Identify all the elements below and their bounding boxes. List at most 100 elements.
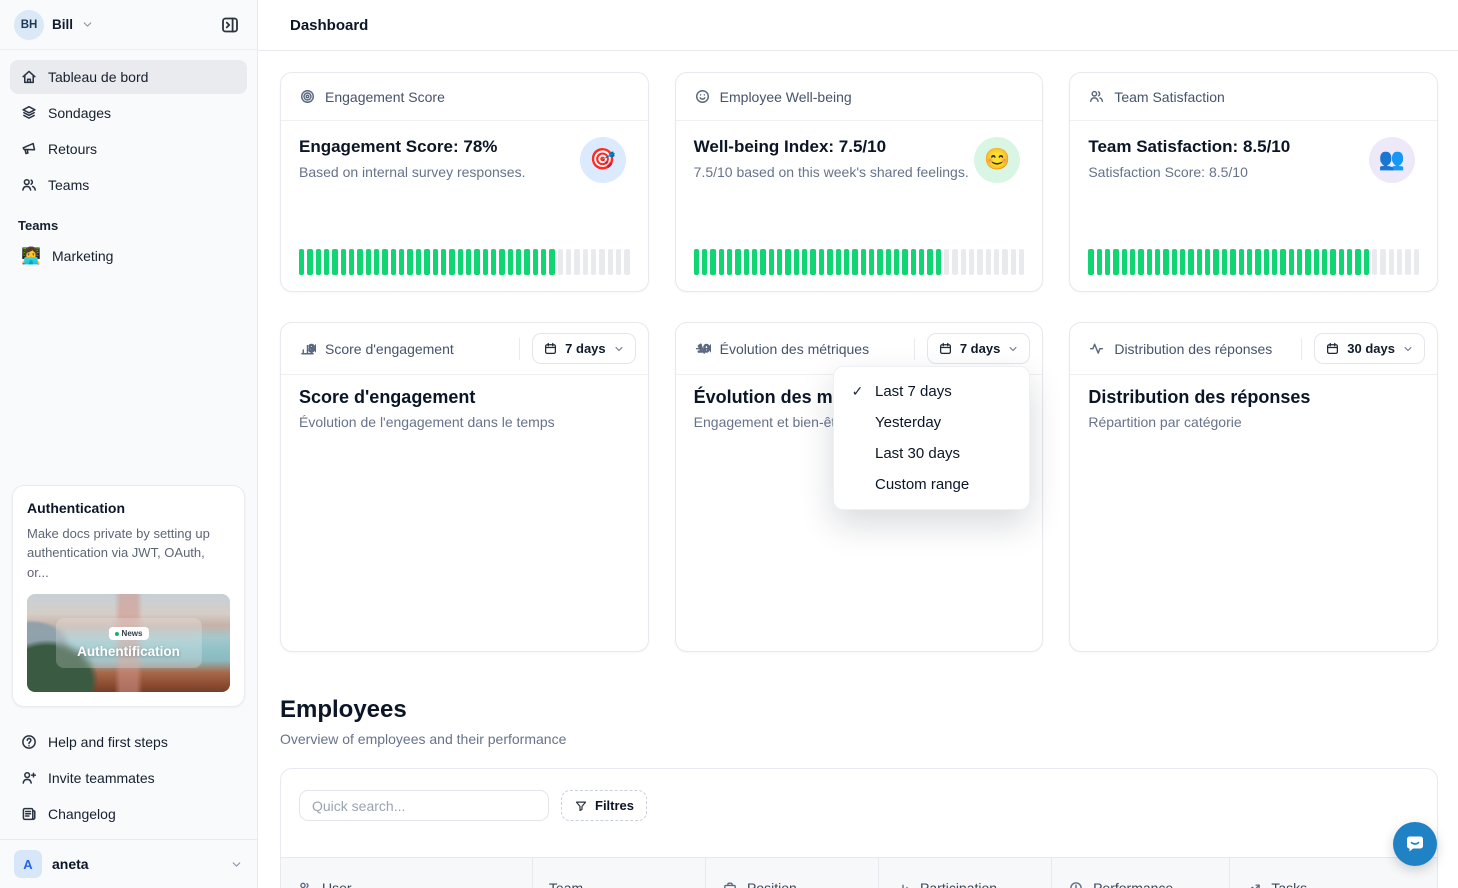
progress-segment [777, 249, 783, 275]
chart-subtitle: Engagement et bien-être [693, 414, 848, 430]
progress-segment [365, 249, 372, 275]
progress-segment [1188, 249, 1194, 275]
sidebar-item-changelog[interactable]: Changelog [10, 797, 247, 831]
filters-button[interactable]: Filtres [561, 790, 648, 821]
progress-segment [1305, 249, 1311, 275]
sidebar-team-marketing[interactable]: 👩‍💻 Marketing [10, 239, 247, 273]
card-header-left: 0255075100JanFebMarAprMayJun Évolution de… [694, 340, 869, 357]
progress-segment [332, 249, 338, 275]
progress-segment [499, 249, 505, 275]
progress-segment [1263, 249, 1269, 275]
search-input[interactable] [299, 790, 549, 821]
dropdown-option-last-30-days[interactable]: Last 30 days [834, 438, 1029, 469]
date-range-button[interactable]: 7 days [532, 333, 636, 364]
progress-segment [1096, 249, 1103, 275]
workspace-avatar: BH [14, 9, 44, 40]
column-header-team[interactable]: Team [531, 858, 705, 888]
card-header-label: Team Satisfaction [1114, 88, 1225, 105]
sidebar-footer-nav: Help and first steps Invite teammates Chan… [0, 719, 257, 831]
sidebar-item-label: Teams [48, 177, 90, 193]
collapse-sidebar-icon [220, 15, 240, 35]
progress-segment [465, 249, 472, 275]
progress-segment [591, 249, 597, 275]
dropdown-option-last-7-days[interactable]: ✓ Last 7 days [834, 376, 1029, 407]
chat-bubble-icon [1401, 830, 1429, 858]
account-name: aneta [52, 856, 89, 872]
progress-segment [877, 249, 883, 275]
bar-chart-icon: 020406080JanFévMarAvrMaiJuin [299, 340, 316, 357]
team-label: Marketing [52, 248, 114, 264]
progress-segment [843, 249, 850, 275]
progress-segment [910, 249, 916, 275]
progress-segment [969, 249, 975, 275]
header-divider [519, 337, 521, 360]
card-header: Distribution des réponses 30 days [1070, 323, 1437, 375]
progress-segment [540, 249, 547, 275]
promo-news-badge: News [108, 627, 149, 640]
sidebar-collapse-button[interactable] [217, 12, 243, 38]
progress-segment [1196, 249, 1203, 275]
progress-segment [693, 249, 699, 275]
progress-segment [860, 249, 866, 275]
topbar: Dashboard [258, 0, 1458, 51]
users-icon [1088, 88, 1105, 105]
sidebar-item-teams[interactable]: Teams [10, 168, 247, 202]
column-header-label: Performance [1093, 879, 1174, 888]
progress-segment [624, 249, 630, 275]
chat-launcher-button[interactable] [1393, 822, 1437, 866]
sidebar-item-help-and-first-steps[interactable]: Help and first steps [10, 725, 247, 759]
progress-segment [1313, 249, 1319, 275]
column-header-participation[interactable]: Participation [878, 858, 1051, 888]
promo-image[interactable]: News Authentification [27, 594, 230, 692]
account-switcher[interactable]: A aneta [0, 839, 257, 888]
sidebar-nav: Tableau de bord Sondages Retours Teams [0, 50, 257, 202]
progress-segment [557, 249, 563, 275]
progress-segment [1010, 249, 1017, 275]
date-range-button[interactable]: 7 days [926, 333, 1031, 364]
progress-segment [885, 249, 891, 275]
column-header-performance[interactable]: Performance [1051, 858, 1229, 888]
sidebar-item-sondages[interactable]: Sondages [10, 96, 247, 130]
chevron-down-icon [1007, 343, 1019, 355]
workspace-switcher[interactable]: BH Bill [14, 9, 94, 40]
stat-body: Team Satisfaction: 8.5/10 Satisfaction S… [1070, 121, 1437, 196]
sidebar-item-invite-teammates[interactable]: Invite teammates [10, 761, 247, 795]
progress-segment [1113, 249, 1119, 275]
column-header-tasks[interactable]: Tasks [1229, 858, 1437, 888]
filters-label: Filtres [595, 798, 635, 813]
progress-segment [985, 249, 992, 275]
megaphone-icon [20, 140, 38, 158]
chart-subtitle: Évolution de l'engagement dans le temps [299, 414, 555, 430]
stat-emoji-badge: 👥 [1368, 137, 1415, 183]
bar-chart [299, 434, 631, 624]
progress-segment [582, 249, 589, 275]
column-header-position[interactable]: Position [704, 858, 878, 888]
dropdown-option-label: Last 30 days [875, 445, 961, 462]
progress-bar [299, 249, 630, 275]
progress-segment [532, 249, 538, 275]
progress-segment [935, 249, 941, 275]
sidebar-item-retours[interactable]: Retours [10, 132, 247, 166]
card-header-left: Distribution des réponses [1088, 340, 1272, 357]
progress-segment [1296, 249, 1303, 275]
chevron-down-icon [81, 18, 94, 31]
column-header-user[interactable]: User [281, 858, 532, 888]
progress-segment [1171, 249, 1178, 275]
dropdown-option-label: Last 7 days [875, 383, 952, 400]
card-header-right: 7 days [519, 333, 636, 364]
progress-segment [735, 249, 741, 275]
teams-section-label: Teams [18, 218, 59, 233]
dropdown-option-custom-range[interactable]: Custom range [834, 469, 1029, 500]
column-header-label: Tasks [1271, 879, 1308, 888]
employees-table-card: Filtres User Team Position Participation Per… [280, 768, 1438, 888]
changelog-icon [20, 805, 38, 823]
card-header-label: Évolution des métriques [719, 340, 870, 357]
card-header-right: 7 days [913, 333, 1031, 364]
sidebar-item-tableau-de-bord[interactable]: Tableau de bord [10, 60, 247, 94]
dropdown-option-yesterday[interactable]: Yesterday [834, 407, 1029, 438]
progress-segment [1246, 249, 1253, 275]
date-range-button[interactable]: 30 days [1314, 333, 1425, 364]
progress-segment [902, 249, 908, 275]
progress-segment [893, 249, 900, 275]
dropdown-option-label: Yesterday [875, 414, 942, 431]
